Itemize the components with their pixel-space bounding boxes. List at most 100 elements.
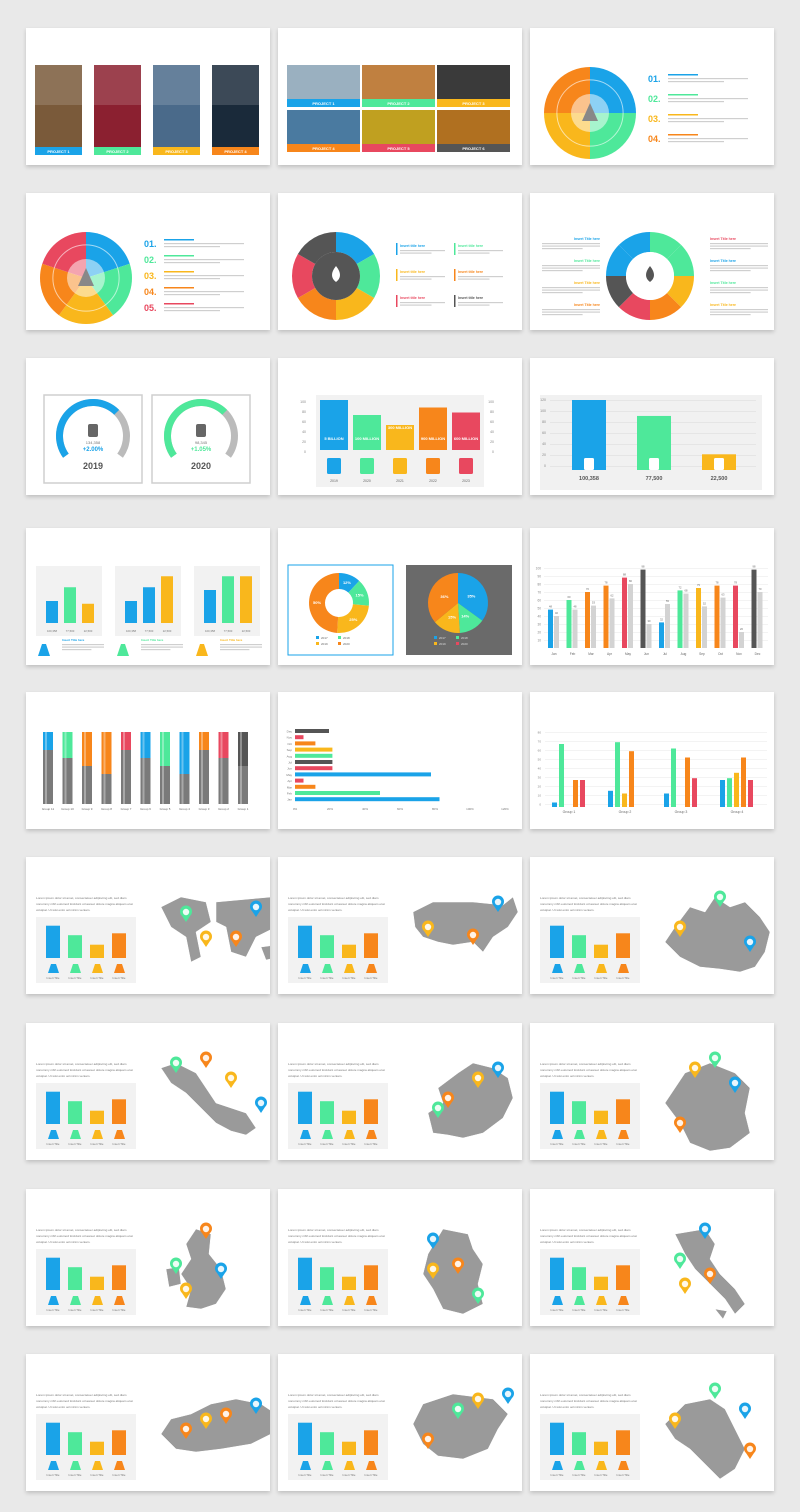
text-line [400, 302, 445, 304]
text-line [164, 246, 220, 248]
text-line [710, 292, 751, 294]
slide-monthly[interactable]: 100 90 80 70 60 50 40 30 20 10 48 40 Jan 60 48 Feb 70 53 M… [530, 528, 774, 665]
oil-barrel-icon [426, 458, 440, 474]
pump-jack-icon [574, 1461, 585, 1470]
pump-jack-icon [252, 903, 260, 911]
pump-jack-icon [701, 1225, 709, 1233]
step-number: 02. [144, 255, 157, 265]
pump-jack-icon [300, 1296, 311, 1305]
legend-label: 2018 [343, 636, 350, 640]
pump-jack-icon [711, 1054, 719, 1062]
bar-caption: Insert Title [47, 1142, 60, 1146]
legend-label: 2017 [321, 636, 328, 640]
slide-graphic: Lorem ipsum dolor sit amet, consectetuer… [36, 1222, 227, 1315]
y-tick: 30 [538, 776, 542, 780]
oil-barrel-icon [649, 458, 659, 470]
bar [298, 1422, 312, 1455]
bar-series-b [739, 632, 744, 648]
slide-map[interactable]: Lorem ipsum dolor sit amet, consectetuer… [26, 857, 270, 994]
paragraph-line: volutpat. Ut wisi enim ad minim veniam. [288, 1405, 342, 1409]
text-line [220, 646, 262, 648]
pump-jack-icon [92, 964, 103, 973]
oil-barrel-icon [360, 458, 374, 474]
item-title: Insert title here [458, 244, 483, 248]
y-tick: 120 [540, 398, 546, 402]
y-tick: 80 [538, 731, 542, 735]
text-line [458, 250, 503, 252]
slide-graphic: Lorem ipsum dolor sit amet, consectetuer… [36, 1393, 270, 1480]
bar [550, 1422, 564, 1455]
data-label: 78 [734, 581, 737, 585]
text-line [400, 250, 445, 252]
slide-map[interactable]: Lorem ipsum dolor sit amet, consectetuer… [530, 1189, 774, 1326]
pump-jack-icon [114, 964, 125, 973]
bar [572, 1432, 586, 1455]
text-line [542, 314, 583, 316]
legend-swatch [316, 636, 319, 639]
slide-map[interactable]: Lorem ipsum dolor sit amet, consectetuer… [278, 1354, 522, 1491]
slide-bars5[interactable]: 100 100 80 80 60 60 40 40 20 20 0 0 5 BILLION 2019 100… [278, 358, 522, 495]
bar [298, 1091, 312, 1124]
stack-top [43, 732, 53, 750]
slide-ring6[interactable]: Insert title here Insert title here Insert… [278, 193, 522, 330]
slide-map[interactable]: Lorem ipsum dolor sit amet, consectetuer… [278, 1189, 522, 1326]
bar-series-b [646, 624, 652, 648]
slide-stacked[interactable]: Group 11 Group 10 Group 9 Group 8 Group 7 Gro… [26, 692, 270, 829]
bar [342, 944, 356, 958]
bar [320, 935, 334, 958]
paragraph-line: Lorem ipsum dolor sit amet, consectetuer… [540, 1393, 631, 1397]
project-photo [362, 110, 435, 144]
bar [68, 1432, 82, 1455]
slide-gauges[interactable]: 134,358 +2.00% 2019 98,345 +1.05% 2020 [26, 358, 270, 495]
slide-map[interactable]: Lorem ipsum dolor sit amet, consectetuer… [278, 1023, 522, 1160]
grouped-bar [671, 748, 676, 807]
bar-caption: Insert Title [595, 1473, 608, 1477]
slide-gallery6[interactable]: PROJECT 1 PROJECT 2 PROJECT 3 PROJECT 4 PROJ… [278, 28, 522, 165]
slide-ring5[interactable]: 01. 02. 03. 04. 05. [26, 193, 270, 330]
bar-caption: Insert Title [551, 1308, 564, 1312]
pump-jack-icon [366, 1130, 377, 1139]
slide-bars3[interactable]: 120 100 80 60 40 20 0 100,358 77,500 22,500 [530, 358, 774, 495]
bar [616, 1265, 630, 1290]
slide-map[interactable]: Lorem ipsum dolor sit amet, consectetuer… [26, 1354, 270, 1491]
project-label-bar [362, 99, 435, 107]
grouped-bar [734, 772, 739, 807]
slide-graphic: Group 11 Group 10 Group 9 Group 8 Group 7 Gro… [42, 732, 249, 811]
slide-map[interactable]: Lorem ipsum dolor sit amet, consectetuer… [26, 1023, 270, 1160]
slide-ring8[interactable]: Insert Title here Insert Title here Insert… [530, 193, 774, 330]
slide-map[interactable]: Lorem ipsum dolor sit amet, consectetuer… [278, 857, 522, 994]
grouped-bar [552, 802, 557, 807]
y-tick: 50 [537, 607, 541, 611]
data-label: 72 [679, 585, 682, 589]
project-label-bar [153, 147, 200, 155]
slide-grouped[interactable]: 80 70 60 50 40 30 20 10 0 Group 1 Group 2 Group 3 Gr… [530, 692, 774, 829]
panel-caption: Insert Title here [141, 638, 164, 642]
bar [222, 576, 234, 623]
pump-jack-icon [434, 1104, 442, 1112]
label-accent [454, 243, 456, 255]
project-photo [35, 65, 82, 147]
slide-map[interactable]: Lorem ipsum dolor sit amet, consectetuer… [530, 1023, 774, 1160]
bar-caption: Insert Title [321, 1308, 334, 1312]
data-label: 40 [555, 611, 558, 615]
text-line [542, 245, 600, 247]
pump-jack-icon [596, 964, 607, 973]
step-number: 01. [648, 74, 661, 84]
x-tick: Group 4 [179, 807, 190, 811]
slide-pies[interactable]: 12% 15% 25% 50% 35% 14% 15% 36% 2017 2017 2018 2018… [278, 528, 522, 665]
slide-tri[interactable]: 100,358 77,500 22,500 Insert Title here 100,… [26, 528, 270, 665]
slide-map[interactable]: Lorem ipsum dolor sit amet, consectetuer… [530, 1354, 774, 1491]
bar-caption: Insert Title [343, 1308, 356, 1312]
paragraph-line: Lorem ipsum dolor sit amet, consectetuer… [36, 1393, 127, 1397]
slide-gallery4[interactable]: PROJECT 1 PROJECT 2 PROJECT 3 PROJECT 4 [26, 28, 270, 165]
slide-map[interactable]: Lorem ipsum dolor sit amet, consectetuer… [26, 1189, 270, 1326]
bar [68, 935, 82, 958]
pump-jack-icon [196, 644, 208, 656]
slide-map[interactable]: Lorem ipsum dolor sit amet, consectetuer… [530, 857, 774, 994]
slide-ring4[interactable]: 01. 02. 03. 04. [530, 28, 774, 165]
text-line [62, 649, 92, 651]
slide-hbars[interactable]: Dec Nov Oct Sep Aug Jul Jun May Apr Mar Feb Jan 0% 20… [278, 692, 522, 829]
bar [68, 1101, 82, 1124]
step-title [668, 134, 698, 136]
